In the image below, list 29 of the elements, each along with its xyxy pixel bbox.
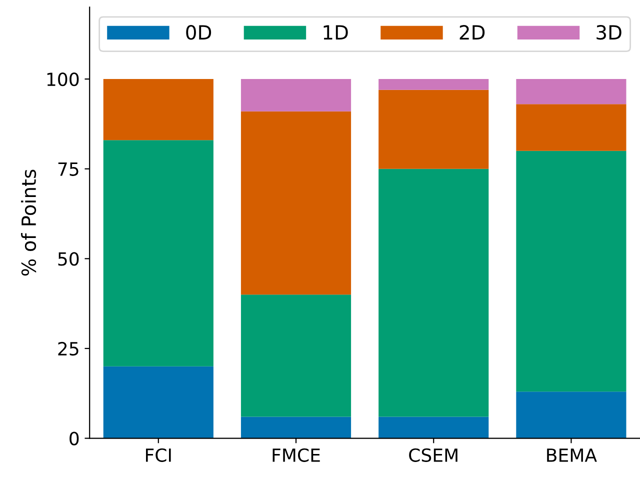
legend-label: 2D <box>460 25 485 40</box>
bar <box>240 416 352 438</box>
bar <box>516 150 626 392</box>
x-tick-label: FMCE <box>272 448 320 462</box>
bar <box>378 168 489 417</box>
y-tick-label: 100 <box>47 72 79 86</box>
bar <box>378 79 489 90</box>
x-tick-label: CSEM <box>409 448 458 462</box>
bar <box>240 79 352 112</box>
y-tick-label: 75 <box>58 162 78 176</box>
y-tick-label: 0 <box>70 432 79 446</box>
bar <box>103 79 214 140</box>
y-tick-label: 25 <box>58 342 78 356</box>
x-tick-label: BEMA <box>547 448 597 462</box>
legend-label: 1D <box>324 25 348 40</box>
bar <box>103 366 214 438</box>
legend-label: 0D <box>186 25 212 40</box>
bar <box>516 104 626 151</box>
x-tick-label: FCI <box>146 448 171 462</box>
bar <box>516 79 626 104</box>
y-axis-title: % of Points <box>21 170 36 276</box>
legend-label: 3D <box>596 25 622 40</box>
bar <box>240 294 352 417</box>
bar <box>240 111 352 295</box>
bar <box>516 392 626 438</box>
bar <box>103 140 214 366</box>
y-tick-label: 50 <box>58 252 79 266</box>
bar <box>378 90 489 169</box>
bar <box>378 416 489 438</box>
